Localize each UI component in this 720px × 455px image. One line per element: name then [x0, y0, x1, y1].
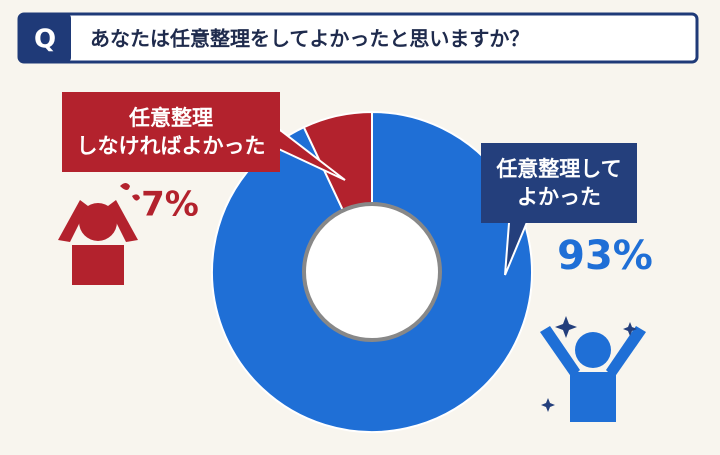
sparkles	[541, 316, 637, 412]
happy-person-icon	[540, 326, 646, 422]
value-label: 7%	[141, 185, 199, 225]
category-label: 任意整理 しなければよかった	[62, 92, 280, 172]
category-label: 任意整理して よかった	[481, 143, 637, 223]
chart-title: あなたは任意整理をしてよかったと思いますか？	[90, 27, 529, 51]
value-label: 93%	[557, 233, 653, 279]
title-marker: Q	[34, 25, 56, 55]
title-marker-box	[19, 14, 71, 62]
donut-hole	[302, 202, 442, 342]
sad-person-icon	[58, 183, 140, 285]
